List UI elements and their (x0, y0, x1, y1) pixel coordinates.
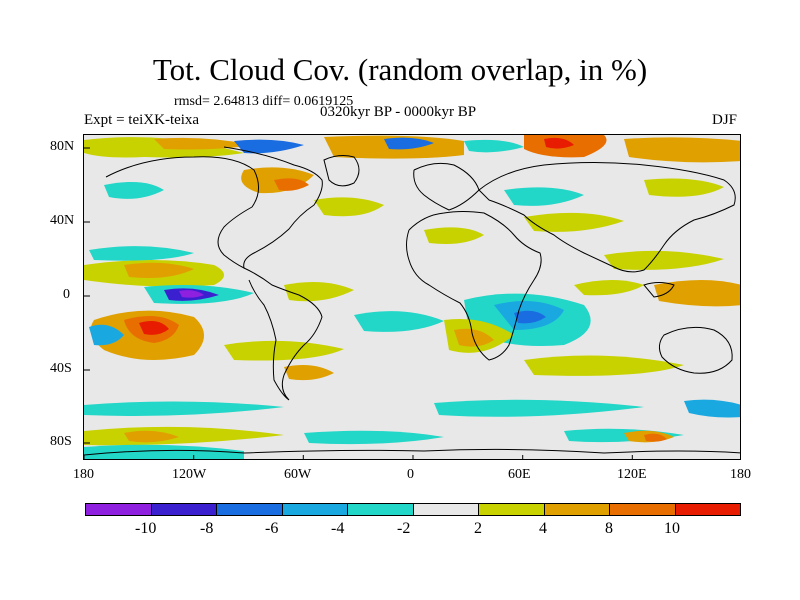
anomaly-region (464, 139, 524, 153)
anomaly-region (104, 181, 164, 199)
anomaly-region (524, 355, 684, 376)
lat-label-40n: 40N (50, 213, 75, 228)
anomaly-region (354, 311, 444, 332)
season-label: DJF (712, 112, 738, 128)
anomaly-region (84, 444, 244, 459)
anomaly-region (684, 399, 740, 418)
anomaly-region (644, 433, 667, 442)
colorbar-box (675, 504, 740, 515)
map-panel (83, 134, 741, 460)
anomaly-map (84, 135, 740, 459)
axis-ticks (84, 147, 633, 459)
colorbar-label: -4 (331, 520, 345, 537)
lon-label-120e: 120E (617, 467, 647, 482)
lon-label-60e: 60E (508, 467, 531, 482)
colorbar-label: -6 (265, 520, 279, 537)
lon-label-180w: 180 (73, 467, 94, 482)
colorbar-box (348, 504, 414, 515)
anomaly-region (179, 290, 204, 298)
colorbar-label: -2 (397, 520, 411, 537)
lat-label-0: 0 (63, 287, 70, 302)
colorbar-box (610, 504, 676, 515)
anomaly-region (504, 187, 584, 206)
coastlines (84, 146, 740, 456)
anomaly-region (124, 262, 194, 278)
anomaly-region (274, 178, 309, 191)
period-label: 0320kyr BP - 0000kyr BP (320, 104, 477, 120)
anomaly-region (604, 250, 724, 270)
lon-label-120w: 120W (172, 467, 207, 482)
colorbar-box (86, 504, 152, 515)
anomaly-region (84, 401, 284, 416)
plot-title: Tot. Cloud Cov. (random overlap, in %) (152, 52, 648, 87)
colorbar-box (479, 504, 545, 515)
anomaly-region (124, 430, 179, 443)
colorbar-label: 4 (539, 520, 547, 537)
rmsd-diff-stats: rmsd= 2.64813 diff= 0.0619125 (174, 94, 354, 109)
colorbar-label: -8 (200, 520, 214, 537)
anomaly-region (524, 212, 624, 232)
anomaly-region (624, 137, 740, 163)
anomaly-region (434, 399, 644, 417)
colorbar-label: 10 (664, 520, 680, 537)
lon-label-180e: 180 (730, 467, 751, 482)
colorbar-box (544, 504, 610, 515)
anomaly-region (544, 137, 574, 149)
anomaly-region (304, 430, 444, 445)
colorbar-label: 2 (474, 520, 482, 537)
anomaly-region (314, 197, 384, 217)
lat-label-80s: 80S (50, 434, 72, 449)
colorbar-label: -10 (135, 520, 157, 537)
anomaly-region (644, 178, 724, 197)
lon-label-0: 0 (407, 467, 414, 482)
anomaly-region (514, 310, 546, 324)
anomaly-region (89, 324, 124, 346)
colorbar-box (282, 504, 348, 515)
colorbar-label: 8 (605, 520, 613, 537)
experiment-label: Expt = teiXK-teixa (84, 112, 200, 128)
lat-label-80n: 80N (50, 139, 75, 154)
anomaly-region (284, 365, 334, 381)
anomaly-region (154, 137, 254, 150)
colorbar-box (151, 504, 217, 515)
colorbar-box (217, 504, 283, 515)
anomaly-region (424, 227, 484, 244)
anomaly-region (234, 139, 304, 154)
anomaly-region (574, 280, 644, 296)
lat-label-40s: 40S (50, 361, 72, 376)
anomaly-region (89, 246, 194, 261)
colorbar-box (413, 504, 479, 515)
anomaly-region (654, 280, 740, 307)
colorbar (85, 503, 741, 516)
anomaly-region (454, 328, 494, 347)
lon-label-60w: 60W (284, 467, 312, 482)
anomaly-region (384, 137, 434, 150)
anomaly-region (139, 321, 169, 335)
anomaly-region (224, 340, 344, 361)
